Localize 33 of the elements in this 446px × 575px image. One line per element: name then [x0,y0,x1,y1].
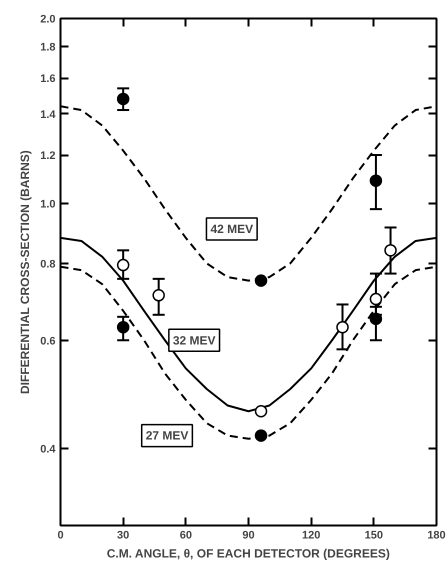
point [370,292,382,306]
y-tick-label: 0.4 [40,444,56,456]
y-tick-label: 0.8 [40,258,56,270]
point [370,174,382,187]
y-tick-label: 1.4 [40,108,56,121]
y-tick-label: 2.0 [40,14,56,26]
x-tick-label: 90 [242,530,255,542]
x-tick-label: 120 [302,530,320,542]
point [370,312,382,326]
x-axis-title: C.M. ANGLE, θ, OF EACH DETECTOR (DEGREES) [106,546,390,560]
x-tick-label: 180 [427,530,446,542]
x-tick-label: 0 [57,530,64,542]
y-axis-title: DIFFERENTIAL CROSS-SECTION (BARNS) [18,150,32,394]
point [116,92,130,106]
point [254,429,268,442]
y-tick-label: 1.6 [40,73,56,86]
point [384,244,397,257]
y-tick-label: 1.0 [40,198,56,211]
x-tick-label: 150 [364,530,384,542]
point [336,320,349,334]
y-tick-label: 0.6 [40,335,56,348]
point [116,320,130,334]
series-label: 42 MEV [210,222,254,236]
x-tick-label: 30 [117,530,130,542]
y-tick-label: 1.2 [40,150,56,162]
series-label: 27 MEV [146,428,188,443]
series-label: 32 MEV [172,333,216,348]
point [116,258,130,272]
y-tick-label: 1.8 [40,42,56,54]
point [254,405,268,418]
x-tick-label: 60 [180,530,192,542]
point [254,274,268,287]
point [152,289,165,302]
